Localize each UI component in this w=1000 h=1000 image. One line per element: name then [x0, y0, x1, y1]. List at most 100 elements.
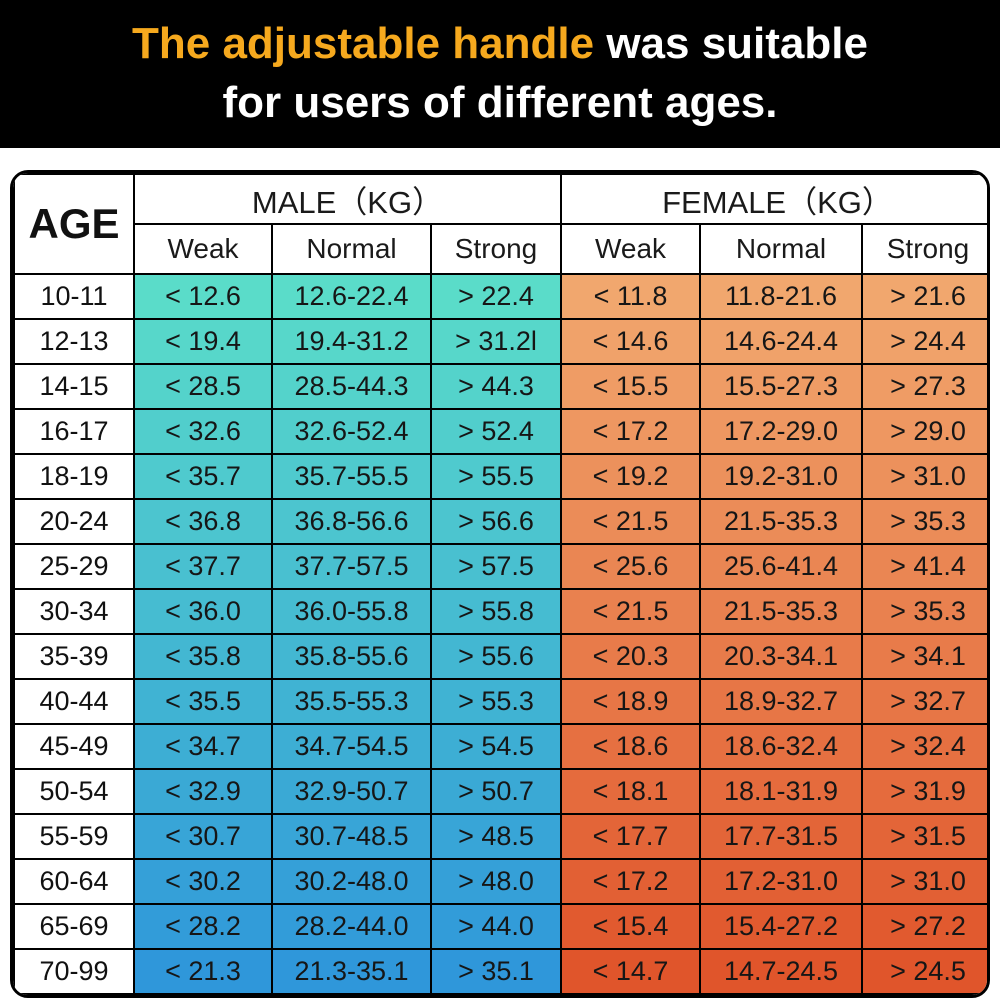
table-row: 25-29 < 37.7 37.7-57.5 > 57.5 < 25.6 25.6-41.… [13, 543, 987, 590]
table-row: 12-13 < 19.4 19.4-31.2 > 31.2l < 14.6 14.6-24… [13, 318, 987, 365]
female-normal-header: Normal [699, 223, 863, 275]
female-strong-cell: > 27.3 [861, 363, 987, 410]
male-normal-header: Normal [271, 223, 432, 275]
male-strong-cell: > 55.6 [430, 633, 562, 680]
strength-table: AGE MALE（KG） FEMALE（KG） Weak Normal Stro… [13, 173, 987, 995]
male-normal-cell: 28.5-44.3 [271, 363, 432, 410]
male-strong-cell: > 48.5 [430, 813, 562, 860]
male-strong-cell: > 50.7 [430, 768, 562, 815]
age-cell: 45-49 [13, 723, 135, 770]
table-row: 18-19 < 35.7 35.7-55.5 > 55.5 < 19.2 19.2-31.… [13, 453, 987, 500]
male-normal-cell: 32.9-50.7 [271, 768, 432, 815]
female-weak-cell: < 15.5 [560, 363, 701, 410]
male-strong-cell: > 35.1 [430, 948, 562, 995]
male-strong-cell: > 55.3 [430, 678, 562, 725]
male-weak-cell: < 36.0 [133, 588, 273, 635]
female-strong-cell: > 31.5 [861, 813, 987, 860]
male-strong-cell: > 31.2l [430, 318, 562, 365]
male-weak-cell: < 21.3 [133, 948, 273, 995]
female-normal-cell: 18.6-32.4 [699, 723, 863, 770]
female-normal-cell: 14.7-24.5 [699, 948, 863, 995]
male-weak-cell: < 30.2 [133, 858, 273, 905]
male-strong-header: Strong [430, 223, 562, 275]
male-weak-cell: < 30.7 [133, 813, 273, 860]
male-weak-cell: < 35.5 [133, 678, 273, 725]
female-group-header: FEMALE（KG） [560, 173, 987, 225]
male-strong-cell: > 54.5 [430, 723, 562, 770]
female-normal-cell: 15.5-27.3 [699, 363, 863, 410]
table-row: 14-15 < 28.5 28.5-44.3 > 44.3 < 15.5 15.5-27.… [13, 363, 987, 410]
title-highlight: The adjustable handle [132, 19, 595, 69]
age-cell: 30-34 [13, 588, 135, 635]
female-weak-cell: < 18.1 [560, 768, 701, 815]
age-cell: 12-13 [13, 318, 135, 365]
title-line-2: for users of different ages. [222, 78, 778, 127]
female-weak-cell: < 19.2 [560, 453, 701, 500]
male-normal-cell: 12.6-22.4 [271, 273, 432, 320]
male-normal-cell: 36.8-56.6 [271, 498, 432, 545]
table-row: 70-99 < 21.3 21.3-35.1 > 35.1 < 14.7 14.7-24.… [13, 948, 987, 995]
sub-header-row: Weak Normal Strong Weak Normal Strong [14, 223, 987, 275]
male-weak-cell: < 28.5 [133, 363, 273, 410]
male-strong-cell: > 56.6 [430, 498, 562, 545]
male-weak-cell: < 19.4 [133, 318, 273, 365]
female-strong-cell: > 35.3 [861, 498, 987, 545]
female-normal-cell: 14.6-24.4 [699, 318, 863, 365]
male-strong-cell: > 55.8 [430, 588, 562, 635]
female-weak-cell: < 11.8 [560, 273, 701, 320]
female-strong-cell: > 31.0 [861, 858, 987, 905]
title-banner: The adjustable handle was suitable for u… [0, 0, 1000, 148]
male-normal-cell: 36.0-55.8 [271, 588, 432, 635]
female-strong-cell: > 29.0 [861, 408, 987, 455]
female-normal-cell: 15.4-27.2 [699, 903, 863, 950]
female-normal-cell: 18.9-32.7 [699, 678, 863, 725]
male-weak-cell: < 35.7 [133, 453, 273, 500]
age-cell: 65-69 [13, 903, 135, 950]
female-normal-cell: 17.2-31.0 [699, 858, 863, 905]
male-normal-cell: 30.2-48.0 [271, 858, 432, 905]
female-strong-cell: > 41.4 [861, 543, 987, 590]
table-row: 10-11 < 12.6 12.6-22.4 > 22.4 < 11.8 11.8-21.… [13, 273, 987, 320]
strength-table-container: AGE MALE（KG） FEMALE（KG） Weak Normal Stro… [10, 170, 990, 998]
male-strong-cell: > 55.5 [430, 453, 562, 500]
group-header-row: AGE MALE（KG） FEMALE（KG） [13, 173, 987, 275]
age-column-header: AGE [13, 173, 135, 275]
male-weak-cell: < 12.6 [133, 273, 273, 320]
age-cell: 14-15 [13, 363, 135, 410]
female-weak-header: Weak [560, 223, 701, 275]
male-strong-cell: > 22.4 [430, 273, 562, 320]
age-cell: 70-99 [13, 948, 135, 995]
female-weak-cell: < 18.6 [560, 723, 701, 770]
title-line-1-rest: was suitable [594, 19, 868, 69]
table-row: 60-64 < 30.2 30.2-48.0 > 48.0 < 17.2 17.2-31.… [13, 858, 987, 905]
table-row: 35-39 < 35.8 35.8-55.6 > 55.6 < 20.3 20.3-34.… [13, 633, 987, 680]
male-normal-cell: 21.3-35.1 [271, 948, 432, 995]
male-normal-cell: 37.7-57.5 [271, 543, 432, 590]
age-cell: 25-29 [13, 543, 135, 590]
female-strong-cell: > 31.0 [861, 453, 987, 500]
female-weak-cell: < 17.7 [560, 813, 701, 860]
female-strong-cell: > 24.5 [861, 948, 987, 995]
male-weak-cell: < 32.9 [133, 768, 273, 815]
male-normal-cell: 32.6-52.4 [271, 408, 432, 455]
table-row: 50-54 < 32.9 32.9-50.7 > 50.7 < 18.1 18.1-31.… [13, 768, 987, 815]
female-normal-cell: 18.1-31.9 [699, 768, 863, 815]
male-normal-cell: 28.2-44.0 [271, 903, 432, 950]
table-row: 16-17 < 32.6 32.6-52.4 > 52.4 < 17.2 17.2-29.… [13, 408, 987, 455]
age-cell: 40-44 [13, 678, 135, 725]
table-body: 10-11 < 12.6 12.6-22.4 > 22.4 < 11.8 11.8-21.… [13, 273, 987, 995]
female-strong-cell: > 24.4 [861, 318, 987, 365]
female-strong-cell: > 34.1 [861, 633, 987, 680]
female-weak-cell: < 18.9 [560, 678, 701, 725]
male-normal-cell: 30.7-48.5 [271, 813, 432, 860]
female-weak-cell: < 21.5 [560, 588, 701, 635]
male-weak-cell: < 35.8 [133, 633, 273, 680]
female-strong-cell: > 21.6 [861, 273, 987, 320]
female-weak-cell: < 21.5 [560, 498, 701, 545]
male-strong-cell: > 48.0 [430, 858, 562, 905]
age-cell: 35-39 [13, 633, 135, 680]
female-normal-cell: 21.5-35.3 [699, 498, 863, 545]
age-cell: 18-19 [13, 453, 135, 500]
female-weak-cell: < 25.6 [560, 543, 701, 590]
female-weak-cell: < 14.7 [560, 948, 701, 995]
